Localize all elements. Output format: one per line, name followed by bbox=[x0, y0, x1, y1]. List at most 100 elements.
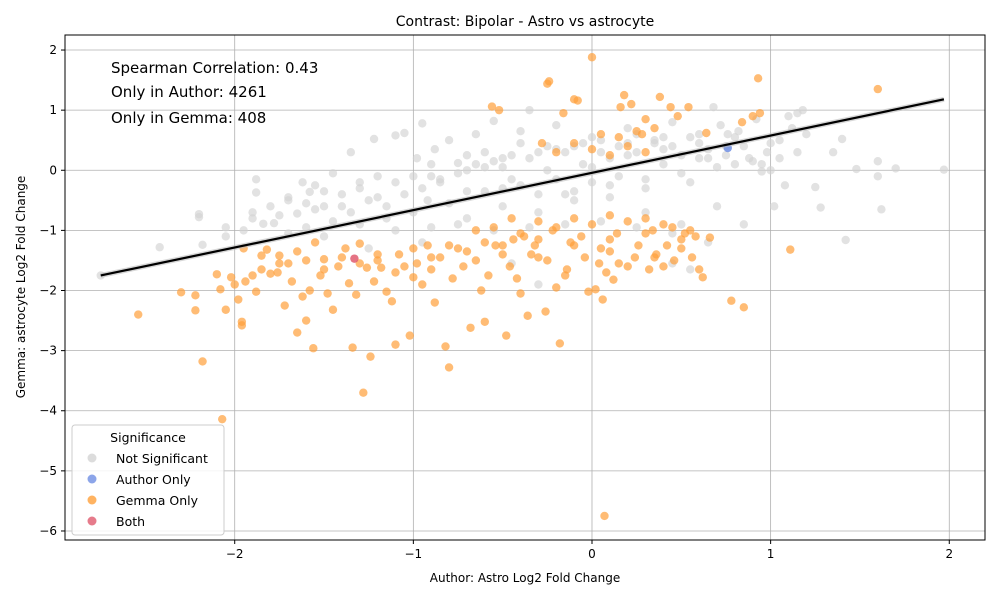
point-not-significant bbox=[668, 142, 677, 151]
point-gemma-only bbox=[409, 244, 418, 253]
point-not-significant bbox=[709, 102, 718, 112]
point-gemma-only bbox=[569, 139, 579, 148]
point-not-significant bbox=[659, 133, 668, 142]
point-not-significant bbox=[784, 111, 793, 121]
point-not-significant bbox=[155, 243, 164, 252]
point-gemma-only bbox=[753, 74, 763, 83]
point-gemma-only bbox=[596, 244, 606, 253]
point-not-significant bbox=[816, 203, 825, 212]
point-not-significant bbox=[489, 116, 498, 126]
point-not-significant bbox=[400, 128, 409, 138]
point-not-significant bbox=[346, 208, 356, 217]
point-gemma-only bbox=[534, 253, 543, 262]
point-gemma-only bbox=[394, 250, 404, 259]
point-not-significant bbox=[480, 148, 490, 157]
point-gemma-only bbox=[623, 262, 632, 271]
point-gemma-only bbox=[786, 245, 795, 254]
point-not-significant bbox=[337, 202, 347, 211]
point-gemma-only bbox=[319, 265, 329, 274]
point-gemma-only bbox=[359, 388, 368, 397]
point-gemma-only bbox=[684, 102, 693, 112]
point-gemma-only bbox=[262, 245, 272, 254]
point-gemma-only bbox=[596, 129, 606, 139]
point-gemma-only bbox=[309, 344, 318, 353]
chart-title: Contrast: Bipolar - Astro vs astrocyte bbox=[396, 14, 654, 30]
point-gemma-only bbox=[341, 244, 350, 253]
point-not-significant bbox=[757, 160, 766, 169]
point-gemma-only bbox=[273, 268, 282, 277]
point-gemma-only bbox=[221, 305, 230, 314]
point-not-significant bbox=[525, 154, 534, 163]
point-not-significant bbox=[587, 133, 597, 142]
point-gemma-only bbox=[366, 352, 375, 361]
point-gemma-only bbox=[305, 286, 314, 295]
point-not-significant bbox=[723, 129, 732, 139]
point-gemma-only bbox=[691, 232, 700, 241]
point-gemma-only bbox=[301, 256, 311, 265]
point-gemma-only bbox=[477, 286, 486, 295]
point-gemma-only bbox=[435, 253, 445, 262]
point-not-significant bbox=[444, 136, 454, 145]
point-not-significant bbox=[632, 223, 641, 232]
point-not-significant bbox=[762, 148, 772, 157]
point-gemma-only bbox=[391, 268, 400, 277]
spearman-annotation: Spearman Correlation: 0.43 bbox=[111, 59, 318, 77]
point-not-significant bbox=[614, 172, 623, 181]
point-gemma-only bbox=[686, 226, 695, 235]
point-not-significant bbox=[373, 193, 382, 202]
point-not-significant bbox=[427, 172, 436, 181]
point-gemma-only bbox=[509, 235, 518, 244]
y-tick-label: −3 bbox=[39, 344, 57, 358]
point-gemma-only bbox=[527, 250, 536, 259]
point-not-significant bbox=[739, 220, 749, 229]
point-not-significant bbox=[694, 139, 704, 148]
point-not-significant bbox=[198, 240, 207, 250]
point-not-significant bbox=[328, 217, 338, 226]
series-not-significant bbox=[96, 102, 949, 289]
point-gemma-only bbox=[755, 108, 765, 118]
author-only-annotation: Only in Author: 4261 bbox=[111, 83, 267, 101]
point-not-significant bbox=[221, 223, 230, 232]
point-gemma-only bbox=[494, 105, 504, 115]
point-gemma-only bbox=[614, 259, 623, 268]
point-gemma-only bbox=[605, 211, 615, 220]
point-gemma-only bbox=[280, 301, 289, 310]
point-not-significant bbox=[364, 196, 373, 205]
point-gemma-only bbox=[523, 311, 532, 320]
point-gemma-only bbox=[587, 53, 597, 62]
point-not-significant bbox=[427, 160, 436, 169]
point-not-significant bbox=[423, 196, 432, 205]
point-gemma-only bbox=[560, 271, 570, 280]
point-not-significant bbox=[873, 172, 883, 181]
point-gemma-only bbox=[412, 259, 422, 268]
point-gemma-only bbox=[241, 277, 250, 286]
y-tick-label: 2 bbox=[49, 43, 57, 57]
point-gemma-only bbox=[587, 220, 597, 229]
point-not-significant bbox=[266, 202, 275, 211]
point-gemma-only bbox=[462, 247, 472, 256]
point-gemma-only bbox=[650, 123, 659, 133]
point-gemma-only bbox=[298, 292, 307, 301]
point-not-significant bbox=[641, 208, 650, 217]
point-not-significant bbox=[248, 208, 257, 217]
point-gemma-only bbox=[134, 310, 143, 319]
point-not-significant bbox=[507, 151, 516, 160]
point-not-significant bbox=[409, 172, 418, 181]
y-tick-label: 0 bbox=[49, 163, 57, 177]
point-gemma-only bbox=[355, 239, 364, 248]
point-not-significant bbox=[293, 209, 302, 218]
point-not-significant bbox=[721, 151, 731, 160]
point-not-significant bbox=[748, 157, 757, 166]
point-not-significant bbox=[641, 184, 650, 193]
point-gemma-only bbox=[230, 280, 239, 289]
point-gemma-only bbox=[248, 271, 257, 280]
point-gemma-only bbox=[284, 259, 293, 268]
point-not-significant bbox=[373, 172, 382, 181]
point-gemma-only bbox=[516, 229, 525, 238]
point-not-significant bbox=[430, 145, 439, 154]
x-tick-label: −2 bbox=[226, 547, 244, 561]
point-not-significant bbox=[668, 117, 677, 127]
point-not-significant bbox=[298, 178, 307, 187]
point-gemma-only bbox=[293, 247, 302, 256]
point-gemma-only bbox=[351, 290, 361, 299]
